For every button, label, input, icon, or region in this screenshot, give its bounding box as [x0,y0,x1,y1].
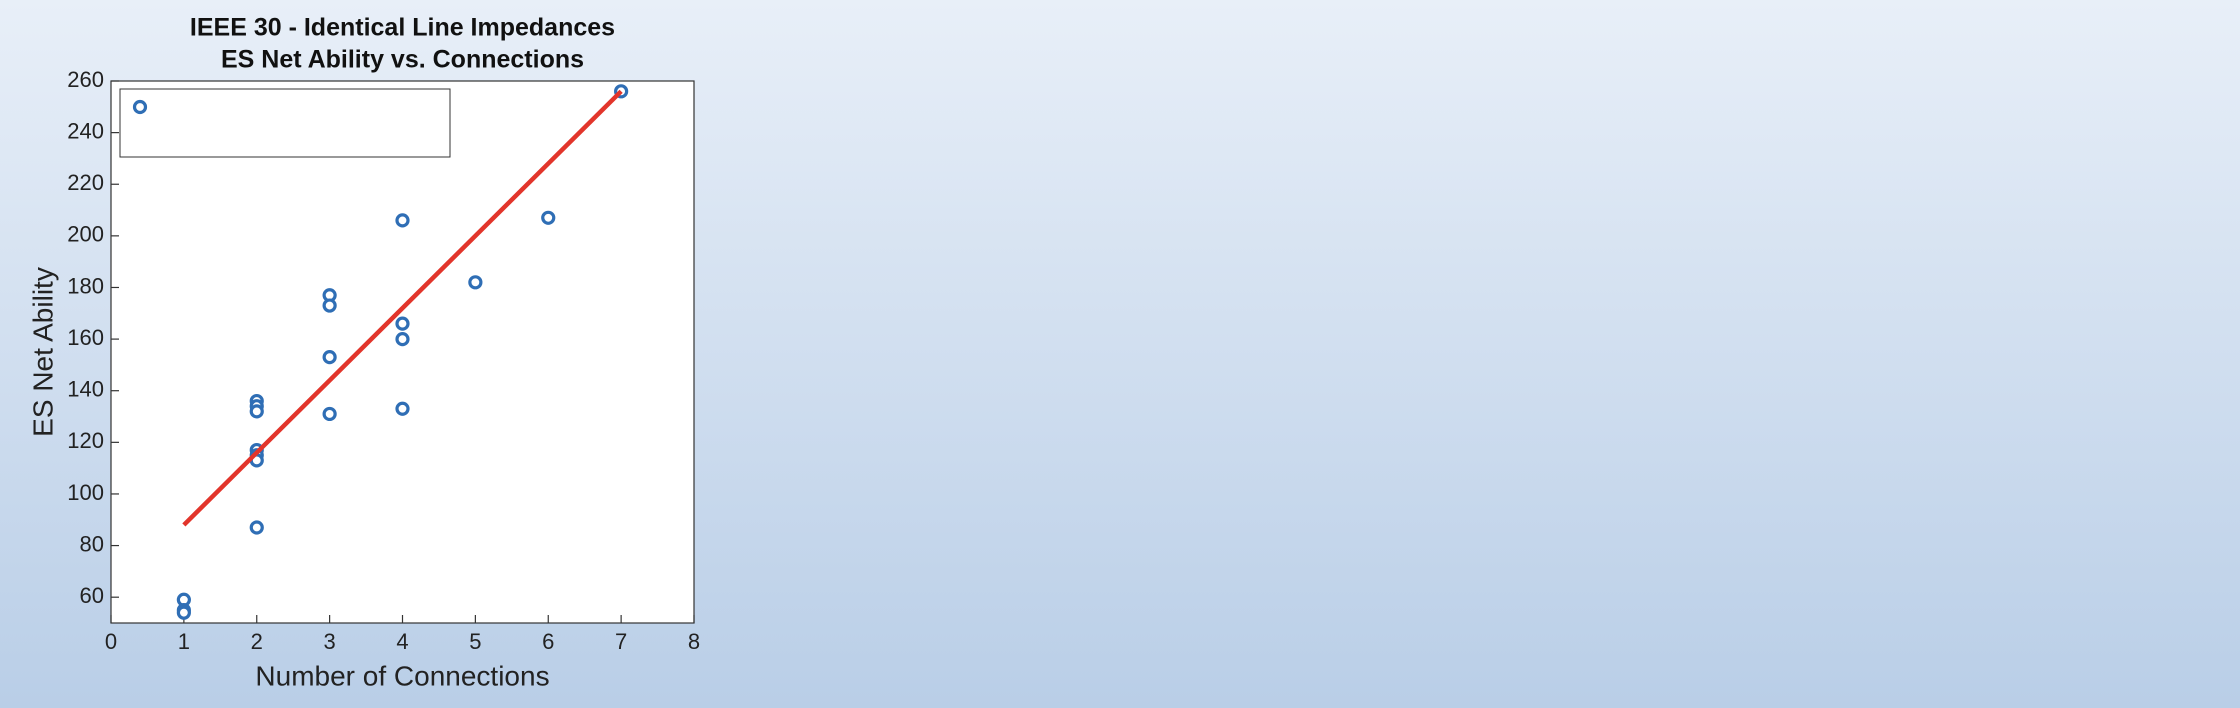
x-tick-label: 5 [469,629,481,654]
y-tick-label: 100 [67,480,104,505]
legend-box [119,88,451,158]
point [395,213,410,228]
y-tick-label: 140 [67,377,104,402]
x-axis-label: Number of Connections [255,660,549,691]
x-tick-label: 3 [324,629,336,654]
legend-swatch [132,99,148,115]
y-tick-label: 120 [67,428,104,453]
x-tick-label: 8 [688,629,700,654]
y-tick-label: 80 [80,531,104,556]
y-tick-label: 220 [67,170,104,195]
y-tick-label: 60 [80,583,104,608]
y-tick-label: 240 [67,118,104,143]
plot-area [110,80,695,624]
y-tick-label: 260 [67,67,104,92]
point [322,406,337,422]
point [395,316,410,331]
point [176,605,191,620]
point [395,401,410,416]
x-tick-label: 7 [615,629,627,654]
point [249,520,264,535]
y-axis-label: ES Net Ability [27,267,58,437]
point [541,210,556,225]
x-tick-label: 2 [251,629,263,654]
chart: IEEE 30 - Identical Line Impedances ES Ne… [27,14,700,692]
chart-title: IEEE 30 - Identical Line Impedances [190,14,615,42]
x-tick-label: 4 [396,629,408,654]
point [322,298,337,313]
point [468,275,483,290]
x-tick-label: 0 [105,629,117,654]
x-tick-label: 1 [178,629,190,654]
point [395,331,410,347]
y-tick-label: 180 [67,273,104,298]
point [249,404,264,419]
point [322,350,337,365]
y-tick-label: 200 [67,222,104,247]
regression-line [182,89,623,527]
chart-title: ES Net Ability vs. Connections [221,46,584,74]
x-tick-label: 6 [542,629,554,654]
y-tick-label: 160 [67,325,104,350]
